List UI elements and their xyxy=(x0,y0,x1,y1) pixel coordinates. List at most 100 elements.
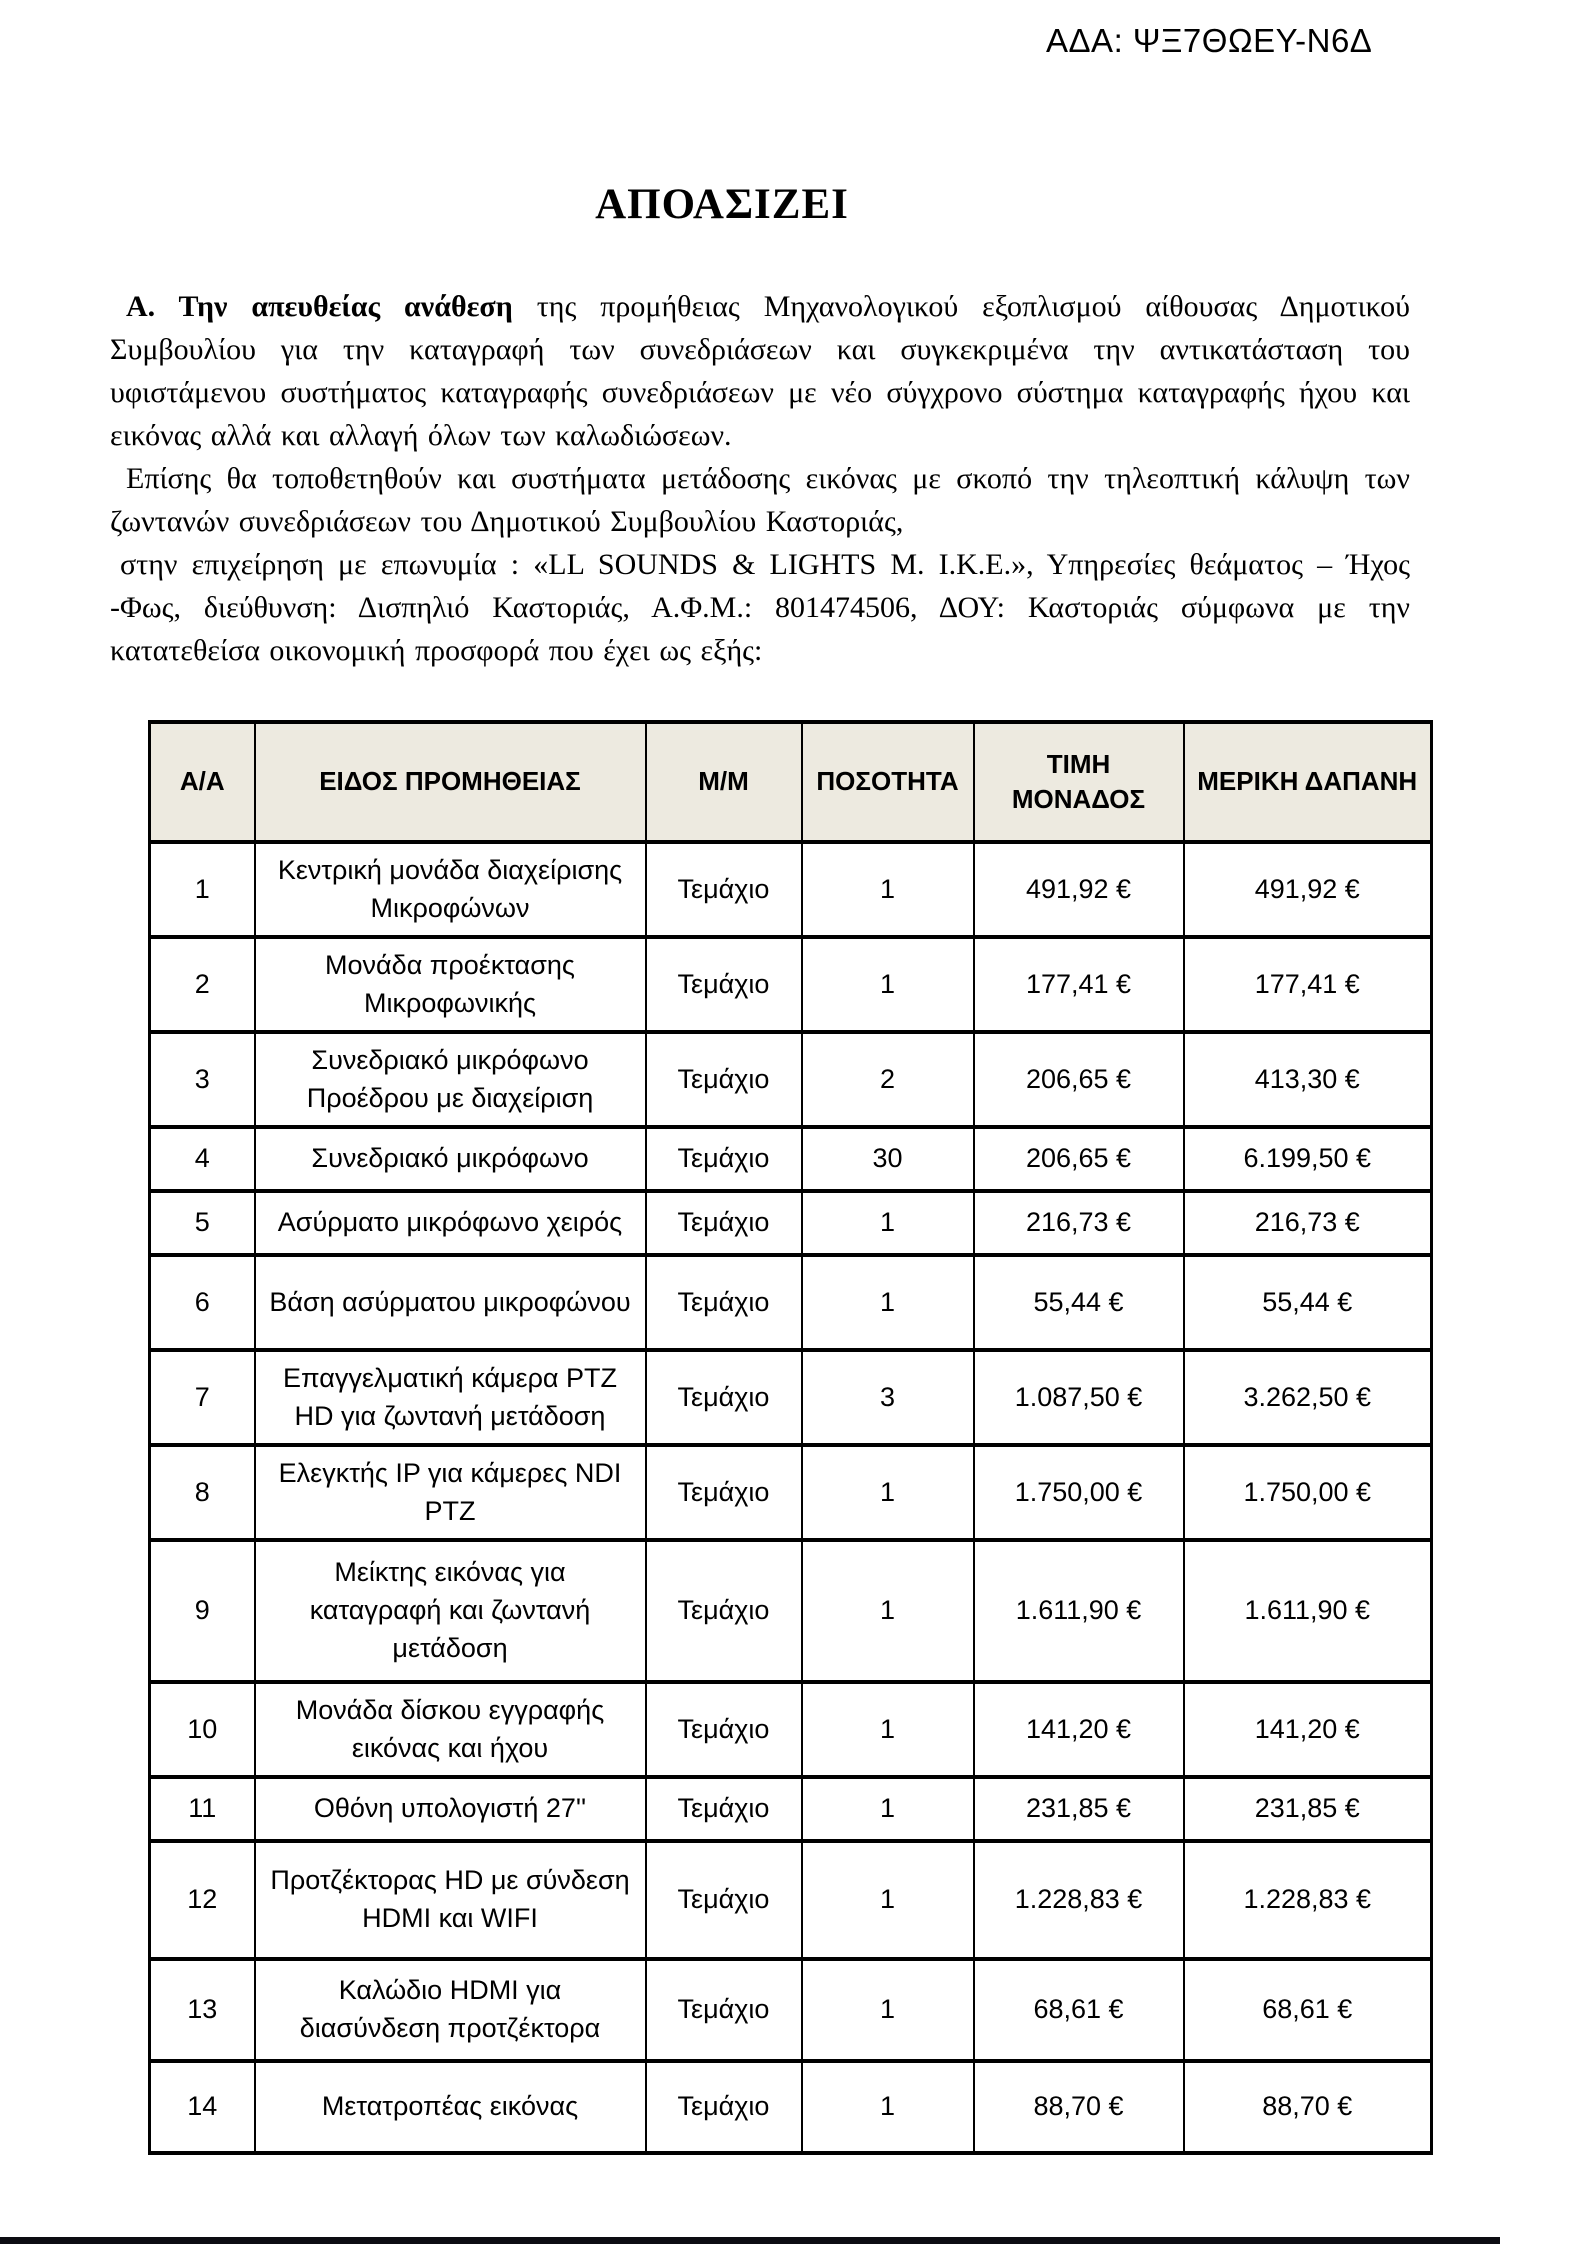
table-cell: 68,61 € xyxy=(972,1957,1185,2063)
table-cell: 1.750,00 € xyxy=(972,1443,1185,1542)
table-cell: Ασύρματο μικρόφωνο χειρός xyxy=(253,1189,647,1257)
page-bottom-edge xyxy=(0,2237,1500,2244)
header-cell: ΜΕΡΙΚΗ ΔΑΠΑΝΗ xyxy=(1182,720,1433,844)
table-header-row: Α/Α ΕΙΔΟΣ ΠΡΟΜΗΘΕΙΑΣ Μ/Μ ΠΟΣΟΤΗΤΑ ΤΙΜΗ ΜΟΝΑΔ… xyxy=(148,720,1433,844)
table-cell: 3 xyxy=(800,1348,975,1447)
table-row: 1 Κεντρική μονάδα διαχείρισης Μικροφώνων Τ… xyxy=(148,840,1433,939)
table-cell: 55,44 € xyxy=(972,1253,1185,1352)
table-cell: 11 xyxy=(148,1775,256,1843)
table-cell: 1.228,83 € xyxy=(972,1839,1185,1961)
table-cell: 1 xyxy=(148,840,256,939)
table-cell: Οθόνη υπολογιστή 27'' xyxy=(253,1775,647,1843)
table-cell: 55,44 € xyxy=(1182,1253,1433,1352)
table-cell: 30 xyxy=(800,1125,975,1193)
table-cell: 7 xyxy=(148,1348,256,1447)
table-cell: Βάση ασύρματου μικροφώνου xyxy=(253,1253,647,1352)
paragraph-award-rest: της προμήθειας Μηχανολογικού εξοπλισμού … xyxy=(110,290,1410,452)
table-cell: 1 xyxy=(800,840,975,939)
table-cell: Συνεδριακό μικρόφωνο xyxy=(253,1125,647,1193)
table-cell: 13 xyxy=(148,1957,256,2063)
table-cell: 9 xyxy=(148,1538,256,1684)
table-row: 6 Βάση ασύρματου μικροφώνου Τεμάχιο 1 55,44 … xyxy=(148,1253,1433,1352)
table-cell: Μονάδα δίσκου εγγραφής εικόνας και ήχου xyxy=(253,1680,647,1779)
table-cell: Μείκτης εικόνας για καταγραφή και ζωνταν… xyxy=(253,1538,647,1684)
table-cell: Τεμάχιο xyxy=(644,1125,803,1193)
table-cell: 6 xyxy=(148,1253,256,1352)
table-cell: 3.262,50 € xyxy=(1182,1348,1433,1447)
table-cell: 2 xyxy=(148,935,256,1034)
table-cell: Μετατροπέας εικόνας xyxy=(253,2059,647,2155)
ada-code: ΑΔΑ: ΨΞ7ΘΩΕΥ-Ν6Δ xyxy=(1046,22,1373,59)
paragraph-broadcast: Επίσης θα τοποθετηθούν και συστήματα μετ… xyxy=(110,462,1410,538)
table-cell: 10 xyxy=(148,1680,256,1779)
header-cell: ΕΙΔΟΣ ΠΡΟΜΗΘΕΙΑΣ xyxy=(253,720,647,844)
table-body: 1 Κεντρική μονάδα διαχείρισης Μικροφώνων Τ… xyxy=(148,840,1433,2155)
table-row: 12 Προτζέκτορας HD με σύνδεση HDMI και WI… xyxy=(148,1839,1433,1961)
table-cell: 177,41 € xyxy=(972,935,1185,1034)
document-title: ΑΠΟΑΣΙΖΕΙ xyxy=(595,181,849,228)
table-cell: Προτζέκτορας HD με σύνδεση HDMI και WIFI xyxy=(253,1839,647,1961)
table-cell: 1 xyxy=(800,1775,975,1843)
table-row: 3 Συνεδριακό μικρόφωνο Προέδρου με διαχεί… xyxy=(148,1030,1433,1129)
table-cell: 8 xyxy=(148,1443,256,1542)
paragraph-contractor: στην επιχείρηση με επωνυμία : «LL SOUNDS… xyxy=(110,548,1410,667)
table-cell: Καλώδιο HDMI για διασύνδεση προτζέκτορα xyxy=(253,1957,647,2063)
table-row: 10 Μονάδα δίσκου εγγραφής εικόνας και ήχο… xyxy=(148,1680,1433,1779)
table-row: 5 Ασύρματο μικρόφωνο χειρός Τεμάχιο 1 216,73… xyxy=(148,1189,1433,1257)
paragraph-award: Α. Την απευθείας ανάθεση της προμήθειας … xyxy=(110,285,1410,457)
header-cell: ΠΟΣΟΤΗΤΑ xyxy=(800,720,975,844)
table-cell: 4 xyxy=(148,1125,256,1193)
table-cell: 1 xyxy=(800,1839,975,1961)
table-cell: 216,73 € xyxy=(1182,1189,1433,1257)
table-cell: Ελεγκτής IP για κάμερες NDI PTZ xyxy=(253,1443,647,1542)
table-cell: 1 xyxy=(800,1189,975,1257)
table-cell: Τεμάχιο xyxy=(644,1443,803,1542)
table-cell: 1 xyxy=(800,1443,975,1542)
table-cell: Τεμάχιο xyxy=(644,1775,803,1843)
table-cell: Τεμάχιο xyxy=(644,1957,803,2063)
table-cell: 1 xyxy=(800,1538,975,1684)
table-cell: 491,92 € xyxy=(972,840,1185,939)
table-row: 7 Επαγγελματική κάμερα PTZ HD για ζωντανή… xyxy=(148,1348,1433,1447)
table-cell: 1.228,83 € xyxy=(1182,1839,1433,1961)
table-cell: Τεμάχιο xyxy=(644,1189,803,1257)
header-cell: ΤΙΜΗ ΜΟΝΑΔΟΣ xyxy=(972,720,1185,844)
table-cell: 1 xyxy=(800,1253,975,1352)
table-cell: 2 xyxy=(800,1030,975,1129)
table-cell: 14 xyxy=(148,2059,256,2155)
table-cell: 491,92 € xyxy=(1182,840,1433,939)
table-cell: 206,65 € xyxy=(972,1030,1185,1129)
table-cell: 231,85 € xyxy=(972,1775,1185,1843)
table-cell: 413,30 € xyxy=(1182,1030,1433,1129)
header-cell: Μ/Μ xyxy=(644,720,803,844)
table-cell: 177,41 € xyxy=(1182,935,1433,1034)
header-cell: Α/Α xyxy=(148,720,256,844)
table-cell: 3 xyxy=(148,1030,256,1129)
table-row: 11 Οθόνη υπολογιστή 27'' Τεμάχιο 1 231,85 €2… xyxy=(148,1775,1433,1843)
table-cell: Τεμάχιο xyxy=(644,840,803,939)
table-cell: Συνεδριακό μικρόφωνο Προέδρου με διαχείρ… xyxy=(253,1030,647,1129)
table-cell: Τεμάχιο xyxy=(644,1253,803,1352)
table-cell: 216,73 € xyxy=(972,1189,1185,1257)
table-cell: Τεμάχιο xyxy=(644,1538,803,1684)
document-page: ΑΠΟΑΣΙΖΕΙ Α. Την απευθείας ανάθεση της π… xyxy=(110,0,1433,2155)
table-cell: 1.087,50 € xyxy=(972,1348,1185,1447)
table-row: 8 Ελεγκτής IP για κάμερες NDI PTZ Τεμάχιο 1… xyxy=(148,1443,1433,1542)
table-cell: Τεμάχιο xyxy=(644,2059,803,2155)
body-text: Α. Την απευθείας ανάθεση της προμήθειας … xyxy=(110,285,1410,672)
table-cell: 1.611,90 € xyxy=(972,1538,1185,1684)
procurement-table: Α/Α ΕΙΔΟΣ ΠΡΟΜΗΘΕΙΑΣ Μ/Μ ΠΟΣΟΤΗΤΑ ΤΙΜΗ ΜΟΝΑΔ… xyxy=(148,720,1433,2155)
table-cell: 1 xyxy=(800,1957,975,2063)
table-cell: Τεμάχιο xyxy=(644,1839,803,1961)
table-cell: 141,20 € xyxy=(1182,1680,1433,1779)
table-cell: 206,65 € xyxy=(972,1125,1185,1193)
table-cell: 141,20 € xyxy=(972,1680,1185,1779)
paragraph-award-lead: Α. Την απευθείας ανάθεση xyxy=(126,290,513,323)
table-row: 2 Μονάδα προέκτασης Μικροφωνικής Τεμάχιο 1 1… xyxy=(148,935,1433,1034)
table-cell: 1.611,90 € xyxy=(1182,1538,1433,1684)
table-cell: 1 xyxy=(800,1680,975,1779)
table-cell: 68,61 € xyxy=(1182,1957,1433,2063)
table-cell: Τεμάχιο xyxy=(644,935,803,1034)
table-cell: 1 xyxy=(800,2059,975,2155)
table-cell: Επαγγελματική κάμερα PTZ HD για ζωντανή … xyxy=(253,1348,647,1447)
